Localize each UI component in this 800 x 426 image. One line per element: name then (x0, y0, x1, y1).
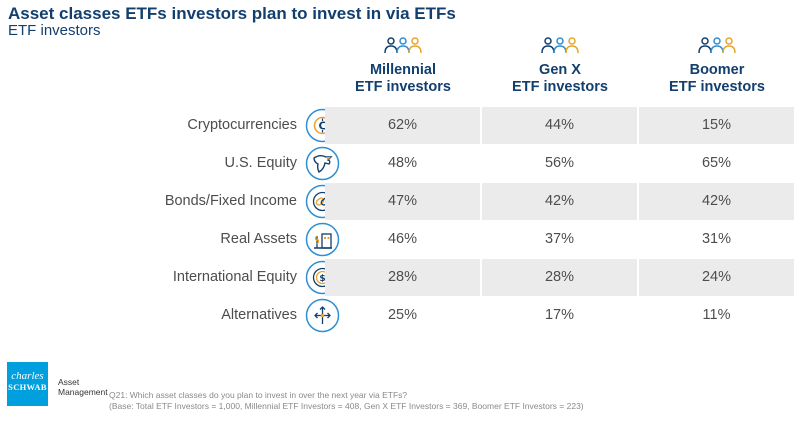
data-cell: 62% (325, 107, 480, 144)
column-header-2: Gen X ETF investors (482, 36, 638, 96)
data-cell: 17% (544, 307, 575, 323)
data-cell: 25% (387, 307, 418, 323)
table-row: U.S. Equity 48% 56% 65% (0, 145, 800, 182)
brand-line-2: Management (58, 387, 108, 397)
svg-text:$: $ (319, 274, 325, 284)
charles-schwab-logo: charles SCHWAB (7, 362, 48, 406)
column-header-line-2: ETF investors (512, 79, 608, 95)
row-label: U.S. Equity (224, 155, 297, 171)
table-row: Alternatives 25% 17% 11% (0, 297, 800, 334)
brand-line-1: Asset (58, 377, 80, 387)
data-cell: 37% (544, 231, 575, 247)
column-header-1: Millennial ETF investors (325, 36, 481, 96)
data-cell: 24% (639, 259, 794, 296)
footnote-base: (Base: Total ETF Investors = 1,000, Mill… (109, 401, 584, 411)
column-header-line-2: ETF investors (669, 79, 765, 95)
data-cell: 15% (639, 107, 794, 144)
column-header-line-1: Millennial (369, 62, 437, 78)
table-row: International Equity $ 28% 28% 24% (0, 259, 800, 296)
chart-subtitle: ETF investors (8, 22, 101, 39)
people-icon (541, 37, 579, 54)
table-row: Cryptocurrencies C 62% 44% 15% (0, 107, 800, 144)
eagle-icon (305, 146, 340, 181)
data-cell: 42% (482, 183, 637, 220)
data-cell: 31% (701, 231, 732, 247)
data-cell: 11% (702, 307, 731, 323)
column-header-line-2: ETF investors (355, 79, 451, 95)
data-cell: 28% (482, 259, 637, 296)
arrows-icon (305, 298, 340, 333)
people-icon (384, 37, 422, 54)
logo-line-2: SCHWAB (8, 382, 47, 392)
row-label: Alternatives (221, 307, 297, 323)
data-cell: 28% (325, 259, 480, 296)
row-label: Real Assets (220, 231, 297, 247)
row-label: Bonds/Fixed Income (164, 193, 297, 209)
column-header-line-1: Gen X (539, 62, 581, 78)
people-icon (698, 37, 736, 54)
data-cell: 48% (387, 155, 418, 171)
brand-text: Asset Management (58, 377, 108, 397)
logo-line-1: charles (11, 370, 44, 382)
data-cell: 44% (482, 107, 637, 144)
column-header-3: Boomer ETF investors (639, 36, 795, 96)
data-cell: 65% (701, 155, 732, 171)
table-row: Bonds/Fixed Income 47% 42% 42% (0, 183, 800, 220)
footnote-question: Q21: Which asset classes do you plan to … (109, 390, 408, 400)
chart-title: Asset classes ETFs investors plan to inv… (8, 4, 456, 23)
svg-text:C: C (318, 120, 326, 133)
property-icon (305, 222, 340, 257)
data-cell: 46% (387, 231, 418, 247)
data-cell: 42% (639, 183, 794, 220)
row-label: Cryptocurrencies (187, 117, 297, 133)
column-header-line-1: Boomer (689, 62, 745, 78)
row-label: International Equity (172, 269, 297, 285)
data-cell: 47% (325, 183, 480, 220)
data-cell: 56% (544, 155, 575, 171)
table-row: Real Assets 46% 37% 31% (0, 221, 800, 258)
